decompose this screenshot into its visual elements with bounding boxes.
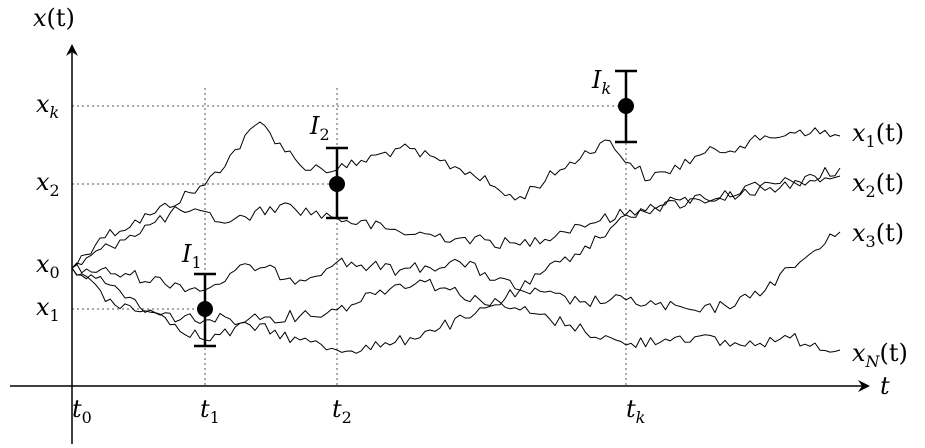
tick-tk: tk (626, 395, 645, 427)
path-label-N: xN(t) (852, 339, 908, 371)
tick-x0: x0 (36, 250, 60, 282)
tick-t2: t2 (332, 395, 352, 427)
path-label-3: x3(t) (852, 219, 904, 251)
path-label-2: x2(t) (852, 169, 904, 201)
interval-2 (326, 146, 348, 220)
sample-paths (71, 121, 841, 354)
interval-k (615, 69, 637, 144)
tick-x1: x1 (36, 293, 60, 325)
tick-t1: t1 (200, 395, 220, 427)
tick-t0: t0 (72, 395, 92, 427)
observation-dot-1 (197, 301, 213, 317)
path-x1 (71, 121, 841, 269)
path-label-1: x1(t) (852, 119, 904, 151)
tick-x2: x2 (36, 168, 60, 200)
x-axis-label: t (880, 372, 890, 400)
path-x3 (71, 231, 841, 314)
interval-label-k: Ik (591, 66, 611, 98)
interval-label-2: I2 (309, 112, 330, 144)
measurement-intervals (194, 69, 637, 348)
observation-dot-2 (329, 176, 345, 192)
interval-1 (194, 272, 216, 348)
path-x0-drift (71, 267, 841, 353)
y-axis-label: x(t) (33, 4, 75, 32)
guide-lines (72, 88, 627, 386)
path-xN (71, 167, 841, 354)
observation-dot-k (618, 98, 634, 114)
path-x2 (71, 173, 841, 269)
interval-label-1: I1 (181, 240, 202, 272)
tick-xk: xk (36, 90, 59, 122)
